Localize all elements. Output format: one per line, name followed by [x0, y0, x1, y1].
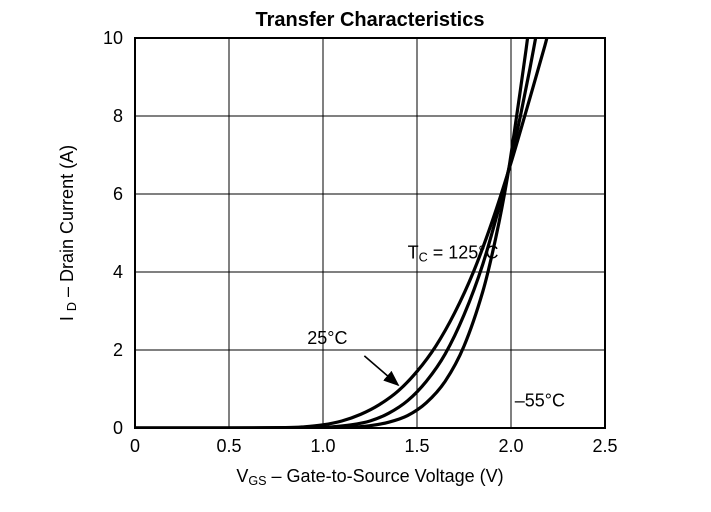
y-tick-label: 10 [103, 28, 123, 48]
y-tick-label: 2 [113, 340, 123, 360]
y-tick-label: 4 [113, 262, 123, 282]
x-tick-label: 0 [130, 436, 140, 456]
x-tick-label: 1.5 [404, 436, 429, 456]
x-tick-label: 0.5 [216, 436, 241, 456]
chart-title: Transfer Characteristics [255, 9, 484, 31]
transfer-characteristics-chart: Transfer Characteristics 0 0.5 1.0 1.5 2.0 2.5… [0, 0, 711, 512]
chart-svg: Transfer Characteristics 0 0.5 1.0 1.5 2.0 2.5… [0, 0, 711, 512]
y-tick-label: 6 [113, 184, 123, 204]
y-axis-label: I D – Drain Current (A) [57, 145, 79, 321]
y-tick-label: 8 [113, 106, 123, 126]
x-tick-label: 2.5 [592, 436, 617, 456]
annotation-25c: 25°C [307, 328, 347, 348]
x-axis-label: VGS – Gate-to-Source Voltage (V) [236, 466, 503, 488]
y-tick-label: 0 [113, 418, 123, 438]
x-tick-label: 1.0 [310, 436, 335, 456]
annotation-n55c: –55°C [515, 391, 565, 411]
x-tick-label: 2.0 [498, 436, 523, 456]
